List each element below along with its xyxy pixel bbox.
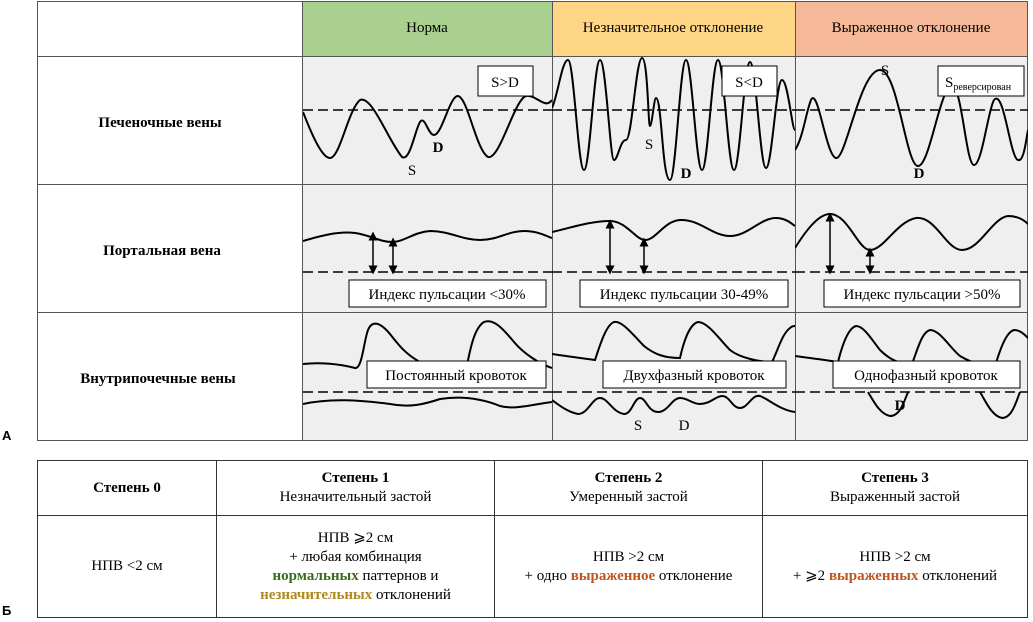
header-norm: Норма	[406, 20, 448, 36]
grade-1-criteria: НПВ ⩾2 см + любая комбинация нормальных …	[216, 515, 495, 618]
renal-waveform-mild-top	[552, 320, 795, 364]
portal-severe-box-text: Индекс пульсации >50%	[844, 287, 1001, 303]
grade-3-header: Степень 3 Выраженный застой	[762, 460, 1028, 516]
renal-mild-d: D	[679, 418, 690, 434]
renal-mild-s: S	[634, 418, 642, 434]
grade-0-header: Степень 0	[37, 460, 217, 516]
portal-waveform-norm	[303, 229, 552, 244]
hepatic-norm-s: S	[408, 163, 416, 179]
hepatic-severe-box-text: Sреверсирован	[945, 75, 1012, 93]
hepatic-mild-box	[721, 65, 778, 97]
renal-waveform-norm-bottom	[303, 396, 552, 409]
renal-mild-box-text: Двухфазный кровоток	[623, 368, 765, 384]
renal-severe-box	[832, 360, 1021, 389]
header-severe-bg	[795, 1, 1028, 56]
row-label-portal: Портальная вена	[103, 243, 221, 259]
panel-label-b: Б	[2, 603, 12, 618]
header-mild-bg	[552, 1, 795, 56]
hepatic-severe-s: S	[881, 63, 889, 79]
hepatic-norm-box-text: S>D	[491, 75, 519, 91]
hepatic-mild-s: S	[645, 137, 653, 153]
hepatic-severe-d: D	[914, 166, 925, 182]
hepatic-mild-d: D	[681, 166, 692, 182]
grade-0-criteria: НПВ <2 см	[37, 515, 217, 618]
grades-table: Степень 0 Степень 1 Незначительный застой…	[37, 460, 1028, 618]
row-label-hepatic: Печеночные вены	[98, 115, 221, 131]
hepatic-norm-box	[477, 65, 534, 97]
grade-1-header: Степень 1 Незначительный застой	[216, 460, 495, 516]
grade-3-criteria: НПВ >2 см + ⩾2 выраженных отклонений	[762, 515, 1028, 618]
hepatic-severe-box	[937, 65, 1025, 97]
grades-header-row: Степень 0 Степень 1 Незначительный застой…	[37, 460, 1028, 516]
portal-norm-box-text: Индекс пульсации <30%	[369, 287, 526, 303]
renal-waveform-severe-bottom	[867, 391, 1021, 420]
grades-criteria-row: НПВ <2 см НПВ ⩾2 см + любая комбинация н…	[37, 515, 1028, 618]
grade-2-header: Степень 2 Умеренный застой	[494, 460, 763, 516]
hepatic-waveform-mild	[552, 57, 795, 182]
renal-severe-d: D	[895, 398, 906, 414]
renal-norm-box	[366, 360, 547, 389]
header-severe: Выраженное отклонение	[832, 20, 991, 36]
portal-severe-box	[823, 279, 1021, 308]
hepatic-mild-box-text: S<D	[735, 75, 763, 91]
renal-mild-box	[602, 360, 787, 389]
header-norm-bg	[303, 1, 552, 56]
grade-2-criteria: НПВ >2 см + одно выраженное отклонение	[494, 515, 763, 618]
panel-label-a: А	[2, 428, 12, 443]
figure-a: Норма Незначительное отклонение Выраженн…	[37, 1, 1028, 441]
renal-waveform-mild-bottom	[552, 394, 795, 416]
renal-norm-box-text: Постоянный кровоток	[385, 368, 527, 384]
hepatic-norm-d: D	[433, 140, 444, 156]
header-mild: Незначительное отклонение	[583, 20, 764, 36]
renal-severe-box-text: Однофазный кровоток	[854, 368, 998, 384]
grid	[37, 1, 1028, 441]
row-label-intrarenal: Внутрипочечные вены	[80, 371, 236, 387]
hepatic-waveform-severe	[795, 68, 1028, 168]
portal-norm-box	[348, 279, 547, 308]
hepatic-waveform-norm	[303, 94, 552, 160]
renal-waveform-severe-top	[795, 324, 1028, 368]
portal-mild-box	[579, 279, 789, 308]
portal-mild-box-text: Индекс пульсации 30-49%	[600, 287, 769, 303]
